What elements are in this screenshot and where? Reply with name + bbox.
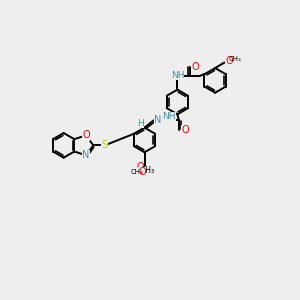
Text: O: O <box>138 167 146 177</box>
Text: NH: NH <box>171 71 184 80</box>
Text: CH₃: CH₃ <box>140 166 155 175</box>
Text: N: N <box>154 116 162 125</box>
Text: O: O <box>136 162 144 172</box>
Text: N: N <box>82 150 90 160</box>
Text: O: O <box>191 61 199 71</box>
Text: H: H <box>137 118 144 127</box>
Text: NH: NH <box>162 112 176 121</box>
Text: O: O <box>181 125 189 135</box>
Text: CH₃: CH₃ <box>130 169 143 175</box>
Text: CH₃: CH₃ <box>229 56 242 62</box>
Text: O: O <box>82 130 90 140</box>
Text: S: S <box>102 140 108 150</box>
Text: O: O <box>225 56 233 66</box>
